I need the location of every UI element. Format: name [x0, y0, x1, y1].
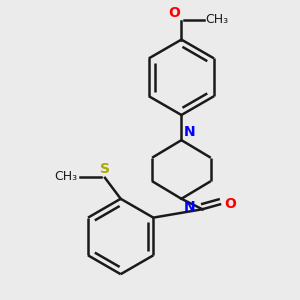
Text: O: O — [169, 6, 180, 20]
Text: N: N — [184, 125, 195, 139]
Text: N: N — [184, 200, 195, 214]
Text: CH₃: CH₃ — [206, 13, 229, 26]
Text: O: O — [224, 197, 236, 211]
Text: CH₃: CH₃ — [55, 170, 78, 183]
Text: S: S — [100, 162, 110, 176]
